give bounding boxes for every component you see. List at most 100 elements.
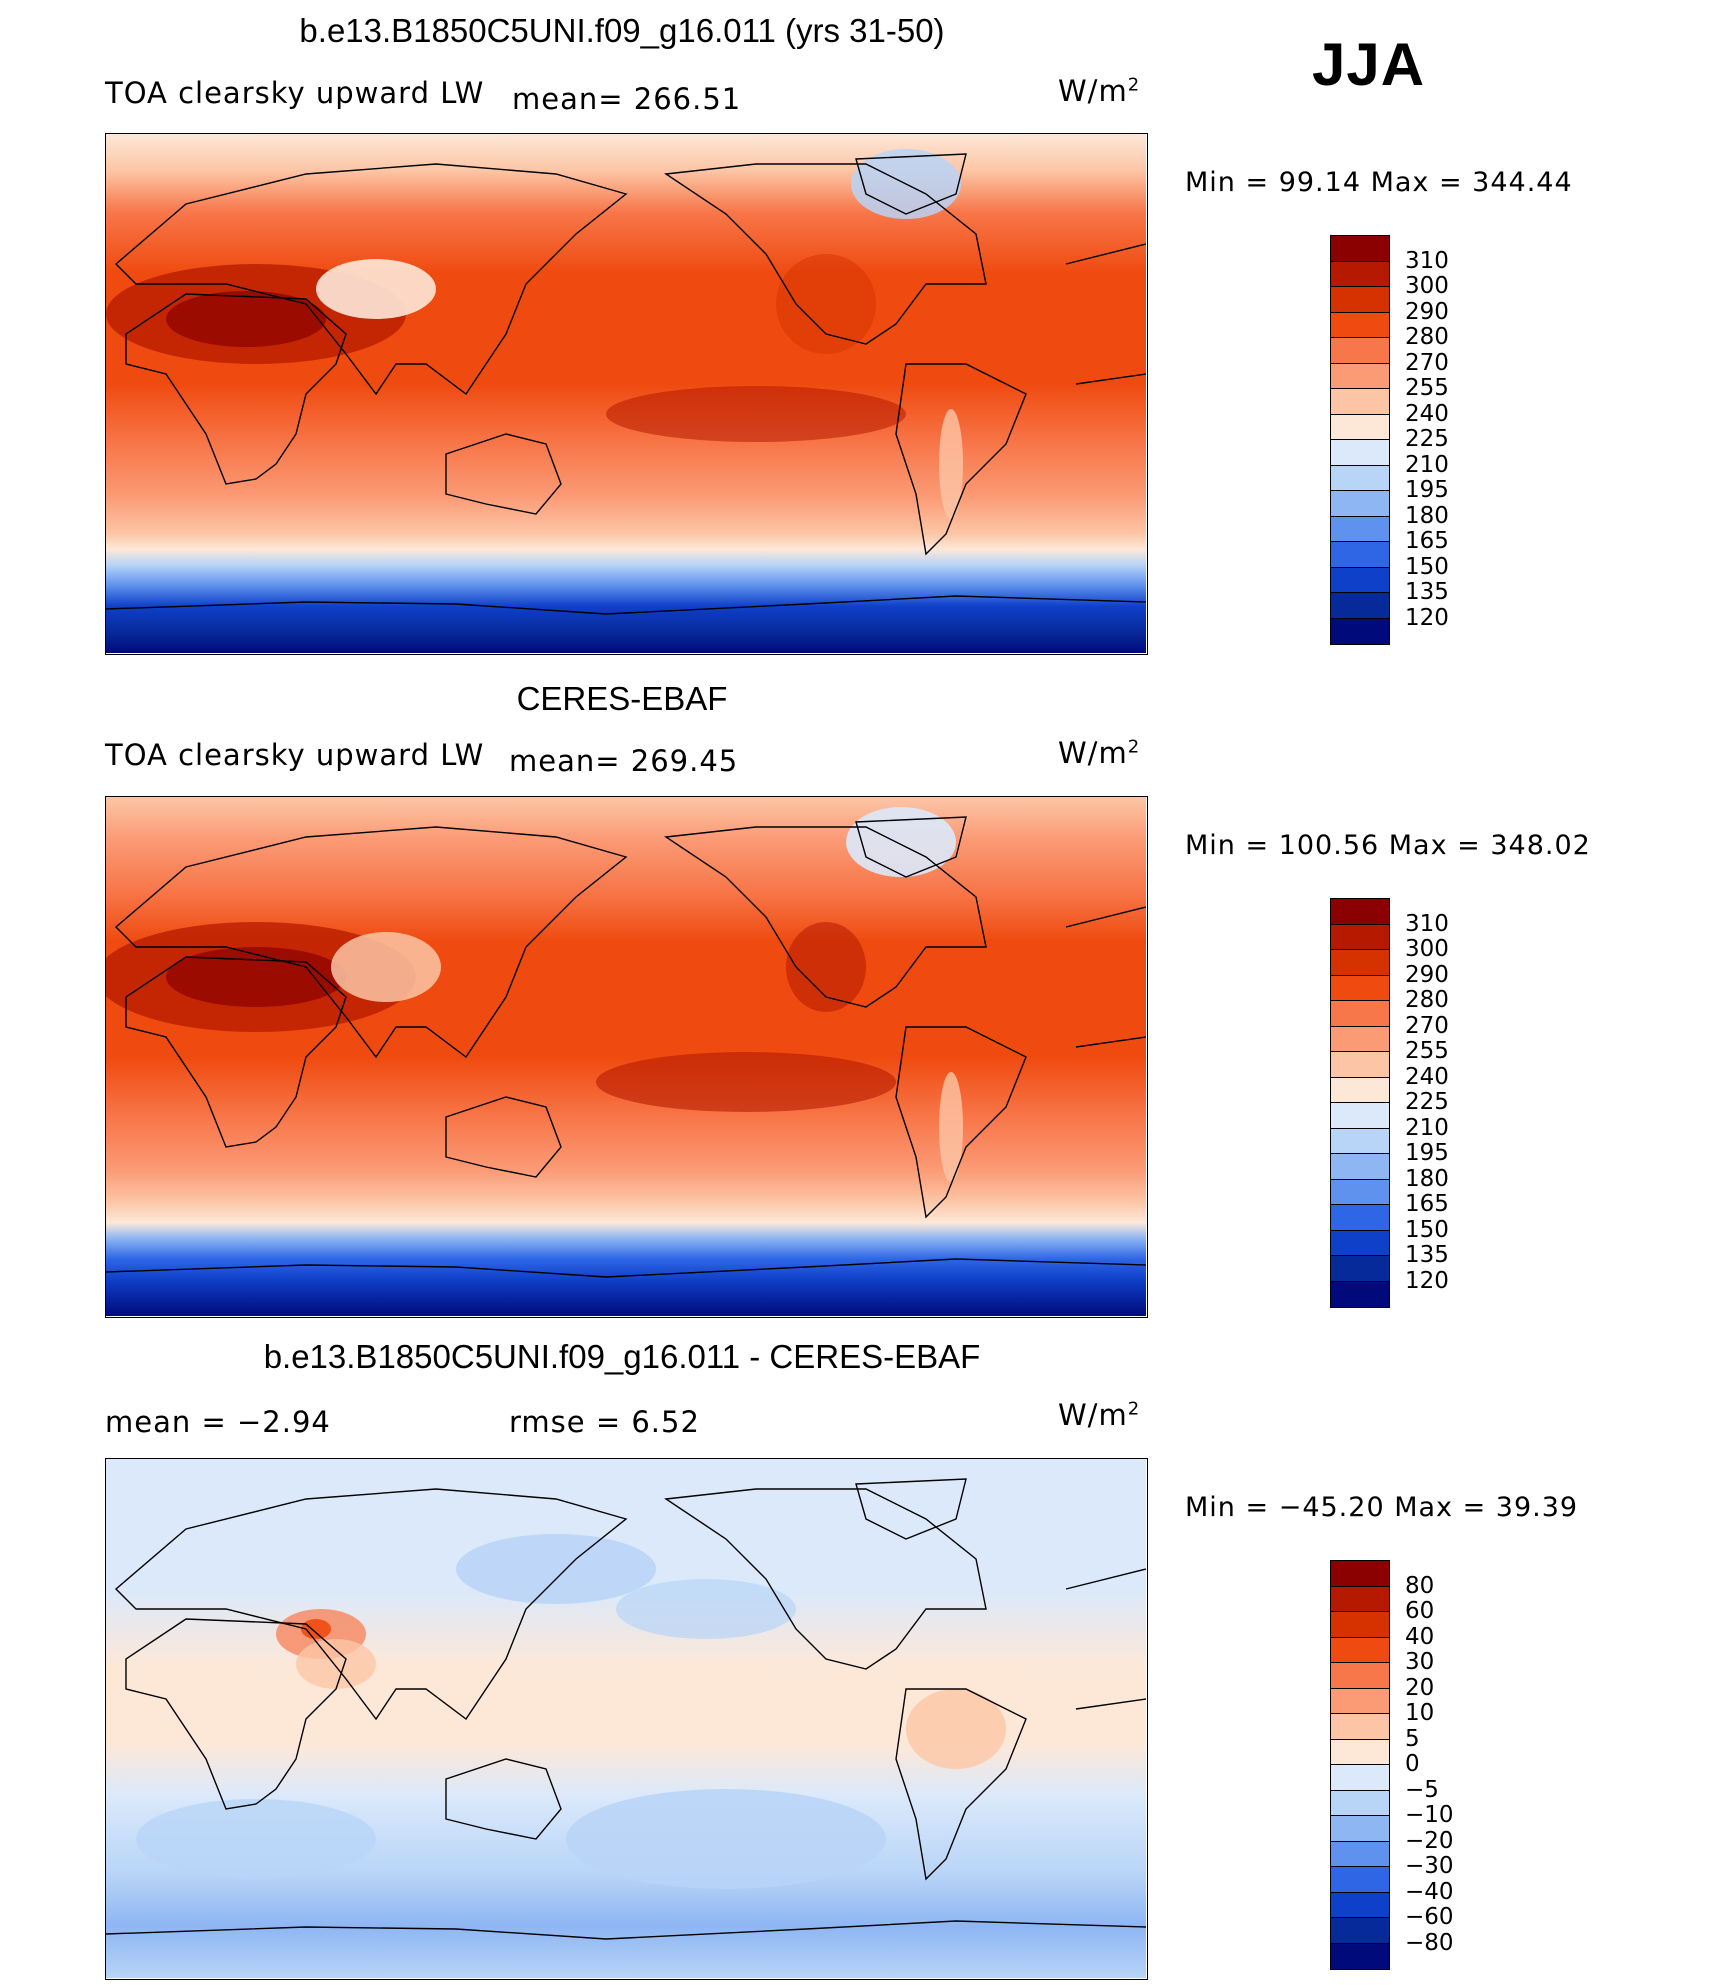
coast-namerica-1 [664, 163, 987, 345]
colorbar-swatch [1331, 1612, 1389, 1638]
unit-exponent: 2 [1127, 74, 1141, 96]
colorbar-tick-label: 270 [1405, 1012, 1449, 1039]
season-label: JJA [1312, 31, 1426, 98]
panel-2-tibet-low [331, 932, 441, 1002]
panel-1-namerica-max [776, 254, 876, 354]
panel-3-minmax: Min = −45.20 Max = 39.39 [1185, 1492, 1579, 1523]
panel-3-units: W/m2 [1058, 1398, 1140, 1432]
colorbar-tick-label: 150 [1405, 553, 1449, 580]
coast-antarctica-1 [106, 595, 1146, 615]
colorbar-tick-label: −10 [1405, 1802, 1454, 1828]
colorbar-tick-label: 280 [1405, 324, 1449, 350]
colorbar-tick-label: 5 [1405, 1725, 1420, 1752]
coast-eurasia-3 [114, 1488, 628, 1721]
colorbar-swatch [1331, 1892, 1389, 1918]
panel-3-title: b.e13.B1850C5UNI.f09_g16.011 - CERES-EBA… [263, 1338, 981, 1375]
panel-2-variable-label: TOA clearsky upward LW [105, 738, 485, 772]
colorbar-tick-label: 280 [1405, 987, 1449, 1013]
panel-1-title: b.e13.B1850C5UNI.f09_g16.011 (yrs 31-50) [299, 12, 945, 49]
colorbar-swatch [1331, 440, 1389, 466]
colorbar-swatch [1331, 338, 1389, 364]
colorbar-swatch [1331, 1026, 1389, 1052]
colorbar-swatch [1331, 287, 1389, 313]
panel-2-title: CERES-EBAF [516, 680, 728, 717]
colorbar-swatch [1331, 1586, 1389, 1612]
panel-3-ne-pacific-neg [616, 1579, 796, 1639]
colorbar-tick-label: −60 [1405, 1904, 1454, 1930]
colorbar-swatch [1331, 1663, 1389, 1689]
panel-1-units: W/m2 [1058, 74, 1140, 108]
panel-3-map [105, 1458, 1148, 1980]
colorbar-tick-label: −5 [1405, 1776, 1439, 1803]
colorbar-swatch [1331, 567, 1389, 593]
coast-eurasia-1 [114, 163, 628, 396]
coast-eurasia-2 [114, 826, 628, 1059]
panel-3-mean: mean = −2.94 [105, 1405, 331, 1439]
panel-3-amazon [906, 1689, 1006, 1769]
colorbar-tick-label: 240 [1405, 1063, 1449, 1090]
colorbar-tick-label: 80 [1405, 1572, 1435, 1599]
coast-europe-east-1 [1065, 243, 1146, 385]
colorbar-swatch [1331, 1052, 1389, 1078]
colorbar-tick-label: 0 [1405, 1751, 1420, 1777]
colorbar-tick-label: −40 [1405, 1878, 1454, 1905]
colorbar-swatch [1331, 465, 1389, 491]
colorbar-swatch [1331, 1637, 1389, 1663]
colorbar-swatch [1331, 236, 1389, 262]
colorbar-tick-label: 40 [1405, 1623, 1435, 1650]
colorbar-tick-label: 120 [1405, 604, 1449, 631]
panel-2-mean: mean= 269.45 [509, 744, 739, 778]
colorbar-swatch [1331, 1714, 1389, 1740]
colorbar-tick-label: 225 [1405, 1089, 1449, 1115]
panel-2-units: W/m2 [1058, 736, 1140, 770]
panel-2-minmax: Min = 100.56 Max = 348.02 [1185, 830, 1591, 861]
colorbar-tick-label: 30 [1405, 1649, 1435, 1675]
panel-1-andes-low [939, 409, 963, 519]
colorbar-swatch [1331, 1943, 1389, 1969]
coast-greenland-1 [855, 153, 967, 215]
colorbar-tick-label: 165 [1405, 1191, 1449, 1217]
colorbar-swatch [1331, 491, 1389, 517]
panel-1-mean: mean= 266.51 [512, 82, 742, 116]
coast-australia-2 [445, 1096, 562, 1178]
colorbar-swatch [1331, 261, 1389, 287]
colorbar-swatch [1331, 1103, 1389, 1129]
colorbar-swatch [1331, 1739, 1389, 1765]
colorbar-swatch [1331, 1561, 1389, 1587]
coast-africa-2 [125, 956, 347, 1148]
coast-australia-1 [445, 433, 562, 515]
panel-1-tibet-low [316, 259, 436, 319]
panel-1-pacific-max [606, 386, 906, 442]
panel-1-map [105, 133, 1148, 655]
colorbar-swatch [1331, 1256, 1389, 1282]
colorbar-swatch [1331, 1128, 1389, 1154]
panel-2-field-base [106, 797, 1146, 1316]
panel-3-so-pacific-neg [566, 1789, 886, 1889]
colorbar-swatch [1331, 1790, 1389, 1816]
colorbar-tick-label: 255 [1405, 375, 1449, 401]
colorbar-tick-label: 270 [1405, 349, 1449, 376]
colorbar-swatch [1331, 516, 1389, 542]
colorbar-swatch [1331, 1230, 1389, 1256]
unit-text: W/m [1058, 736, 1128, 770]
coast-africa-1 [125, 293, 347, 485]
panel-1-field [106, 134, 1146, 653]
colorbar-tick-label: 135 [1405, 1242, 1449, 1268]
colorbar-swatch [1331, 1179, 1389, 1205]
colorbar-swatch [1331, 312, 1389, 338]
panel-2-namerica-max [786, 922, 866, 1012]
colorbar-tick-label: 120 [1405, 1267, 1449, 1294]
colorbar-tick-label: 195 [1405, 477, 1449, 503]
colorbar-swatch [1331, 1765, 1389, 1791]
colorbar-swatch [1331, 1816, 1389, 1842]
panel-2-sahara-core [166, 947, 346, 1007]
unit-text: W/m [1058, 1398, 1128, 1432]
colorbar-swatch [1331, 542, 1389, 568]
panel-1-sahara-core [166, 291, 326, 347]
colorbar-swatch [1331, 593, 1389, 619]
coast-namerica-2 [664, 826, 987, 1008]
colorbar-tick-label: 20 [1405, 1674, 1435, 1701]
panel-1-colorbar [1330, 235, 1390, 645]
colorbar-tick-label: 60 [1405, 1598, 1435, 1624]
panel-2-greenland-low [846, 807, 956, 877]
